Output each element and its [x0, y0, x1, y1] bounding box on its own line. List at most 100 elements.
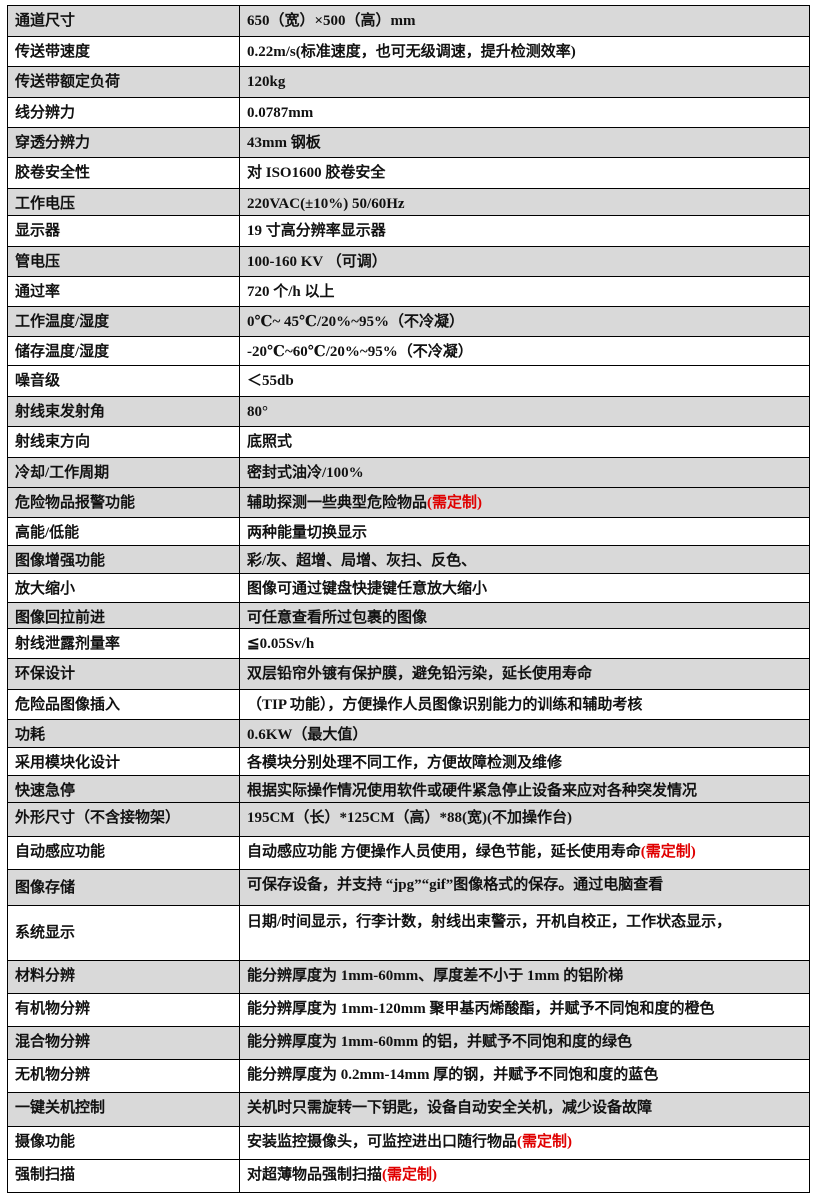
spec-table: 通道尺寸 650（宽）×500（高）mm 传送带速度 0.22m/s(标准速度，也可无… — [7, 5, 810, 1193]
spec-value: 日期/时间显示，行李计数，射线出束警示，开机自校正，工作状态显示， — [239, 905, 810, 961]
spec-value: 根据实际操作情况使用软件或硬件紧急停止设备来应对各种突发情况 — [239, 775, 810, 803]
spec-value-text: 80° — [247, 404, 268, 420]
spec-label: 功耗 — [7, 719, 240, 748]
spec-value-text: ＜55db — [247, 373, 294, 389]
spec-label: 摄像功能 — [7, 1126, 240, 1160]
spec-label: 自动感应功能 — [7, 836, 240, 870]
custom-order-note: (需定制) — [640, 844, 696, 860]
table-row: 通道尺寸 650（宽）×500（高）mm — [7, 5, 810, 37]
spec-value-text: 120kg — [247, 74, 286, 90]
spec-value-text: （TIP 功能），方便操作人员图像识别能力的训练和辅助考核 — [247, 697, 643, 713]
spec-value-text: 可保存设备，并支持 “jpg”“gif”图像格式的保存。通过电脑查看 — [247, 877, 664, 893]
spec-table-body: 通道尺寸 650（宽）×500（高）mm 传送带速度 0.22m/s(标准速度，也可无… — [7, 5, 810, 1193]
spec-value: 密封式油冷/100% — [239, 457, 810, 488]
spec-value: 0.6KW（最大值） — [239, 719, 810, 748]
spec-value: 19 寸高分辨率显示器 — [239, 215, 810, 247]
table-row: 摄像功能 安装监控摄像头，可监控进出口随行物品(需定制) — [7, 1126, 810, 1160]
spec-value-text: 两种能量切换显示 — [247, 525, 368, 541]
spec-label: 有机物分辨 — [7, 993, 240, 1027]
table-row: 放大缩小 图像可通过键盘快捷键任意放大缩小 — [7, 573, 810, 603]
spec-label: 危险品图像插入 — [7, 689, 240, 720]
spec-value-text: 日期/时间显示，行李计数，射线出束警示，开机自校正，工作状态显示， — [247, 914, 732, 930]
spec-value: 安装监控摄像头，可监控进出口随行物品(需定制) — [239, 1126, 810, 1160]
spec-value-text: 底照式 — [247, 434, 293, 450]
table-row: 传送带速度 0.22m/s(标准速度，也可无级调速，提升检测效率) — [7, 36, 810, 67]
spec-value: 195CM（长）*125CM（高）*88(宽)(不加操作台) — [239, 802, 810, 837]
spec-label: 放大缩小 — [7, 573, 240, 603]
spec-label: 传送带额定负荷 — [7, 66, 240, 98]
spec-value: -20℃~60℃/20%~95%（不冷凝） — [239, 336, 810, 366]
table-row: 线分辨力 0.0787mm — [7, 97, 810, 128]
spec-value: 0.0787mm — [239, 97, 810, 128]
spec-label: 快速急停 — [7, 775, 240, 803]
spec-value: 220VAC(±10%) 50/60Hz — [239, 188, 810, 216]
spec-value-text: 能分辨厚度为 1mm-60mm 的铝，并赋予不同饱和度的绿色 — [247, 1034, 632, 1050]
spec-label: 管电压 — [7, 246, 240, 277]
table-row: 图像增强功能 彩/灰、超增、局增、灰扫、反色、 — [7, 545, 810, 574]
spec-value: ＜55db — [239, 365, 810, 397]
spec-value-text: 0.0787mm — [247, 105, 314, 121]
spec-label: 采用模块化设计 — [7, 747, 240, 776]
table-row: 工作电压 220VAC(±10%) 50/60Hz — [7, 188, 810, 216]
table-row: 管电压 100-160 KV （可调） — [7, 246, 810, 277]
table-row: 射线束发射角 80° — [7, 396, 810, 427]
spec-value-text: 彩/灰、超增、局增、灰扫、反色、 — [247, 553, 477, 569]
spec-value: （TIP 功能），方便操作人员图像识别能力的训练和辅助考核 — [239, 689, 810, 720]
spec-value-text: 各模块分别处理不同工作，方便故障检测及维修 — [247, 755, 563, 771]
spec-value: 43mm 钢板 — [239, 127, 810, 158]
spec-label: 通道尺寸 — [7, 5, 240, 37]
spec-value-text: 安装监控摄像头，可监控进出口随行物品 — [247, 1134, 518, 1150]
spec-label: 强制扫描 — [7, 1159, 240, 1193]
table-row: 显示器 19 寸高分辨率显示器 — [7, 215, 810, 247]
table-row: 射线束方向 底照式 — [7, 426, 810, 458]
spec-value-text: 辅助探测一些典型危险物品 — [247, 495, 428, 511]
custom-order-note: (需定制) — [427, 495, 483, 511]
spec-label: 射线束发射角 — [7, 396, 240, 427]
spec-label: 通过率 — [7, 276, 240, 307]
custom-order-note: (需定制) — [517, 1134, 573, 1150]
spec-value: 辅助探测一些典型危险物品(需定制) — [239, 487, 810, 518]
table-row: 噪音级 ＜55db — [7, 365, 810, 397]
table-row: 一键关机控制 关机时只需旋转一下钥匙，设备自动安全关机，减少设备故障 — [7, 1092, 810, 1127]
spec-value: 可保存设备，并支持 “jpg”“gif”图像格式的保存。通过电脑查看 — [239, 869, 810, 906]
spec-value-text: 能分辨厚度为 1mm-60mm、厚度差不小于 1mm 的铝阶梯 — [247, 968, 624, 984]
table-row: 功耗 0.6KW（最大值） — [7, 719, 810, 748]
spec-value-text: 能分辨厚度为 1mm-120mm 聚甲基丙烯酸酯，并赋予不同饱和度的橙色 — [247, 1001, 715, 1017]
spec-label: 系统显示 — [7, 905, 240, 961]
table-row: 快速急停 根据实际操作情况使用软件或硬件紧急停止设备来应对各种突发情况 — [7, 775, 810, 803]
spec-value-text: 43mm 钢板 — [247, 135, 321, 151]
table-row: 混合物分辨 能分辨厚度为 1mm-60mm 的铝，并赋予不同饱和度的绿色 — [7, 1026, 810, 1060]
spec-value: 能分辨厚度为 1mm-60mm、厚度差不小于 1mm 的铝阶梯 — [239, 960, 810, 994]
table-row: 系统显示 日期/时间显示，行李计数，射线出束警示，开机自校正，工作状态显示， — [7, 905, 810, 961]
spec-label: 射线束方向 — [7, 426, 240, 458]
table-row: 无机物分辨 能分辨厚度为 0.2mm-14mm 厚的钢，并赋予不同饱和度的蓝色 — [7, 1059, 810, 1093]
spec-value-text: 自动感应功能 方便操作人员使用，绿色节能，延长使用寿命 — [247, 844, 641, 860]
spec-value-text: ≦0.05Sv/h — [247, 636, 315, 652]
spec-value-text: 对 ISO1600 胶卷安全 — [247, 165, 386, 181]
table-row: 材料分辨 能分辨厚度为 1mm-60mm、厚度差不小于 1mm 的铝阶梯 — [7, 960, 810, 994]
spec-value: 100-160 KV （可调） — [239, 246, 810, 277]
spec-label: 图像回拉前进 — [7, 602, 240, 629]
spec-label: 显示器 — [7, 215, 240, 247]
table-row: 环保设计 双层铅帘外镀有保护膜，避免铅污染，延长使用寿命 — [7, 658, 810, 690]
spec-label: 工作电压 — [7, 188, 240, 216]
spec-value-text: 关机时只需旋转一下钥匙，设备自动安全关机，减少设备故障 — [247, 1100, 653, 1116]
spec-value: 对 ISO1600 胶卷安全 — [239, 157, 810, 189]
spec-label: 一键关机控制 — [7, 1092, 240, 1127]
spec-label: 射线泄露剂量率 — [7, 628, 240, 659]
spec-value-text: 0.6KW（最大值） — [247, 727, 368, 743]
spec-label: 穿透分辨力 — [7, 127, 240, 158]
spec-value-text: 图像可通过键盘快捷键任意放大缩小 — [247, 581, 488, 597]
spec-label: 图像增强功能 — [7, 545, 240, 574]
table-row: 胶卷安全性对 ISO1600 胶卷安全 — [7, 157, 810, 189]
table-row: 射线泄露剂量率 ≦0.05Sv/h — [7, 628, 810, 659]
spec-label: 高能/低能 — [7, 517, 240, 546]
spec-value-text: 720 个/h 以上 — [247, 284, 335, 300]
spec-value: 650（宽）×500（高）mm — [239, 5, 810, 37]
custom-order-note: (需定制) — [382, 1167, 438, 1183]
table-row: 工作温度/湿度 0℃~ 45℃/20%~95%（不冷凝） — [7, 306, 810, 337]
table-row: 采用模块化设计 各模块分别处理不同工作，方便故障检测及维修 — [7, 747, 810, 776]
spec-label: 冷却/工作周期 — [7, 457, 240, 488]
spec-value: 0.22m/s(标准速度，也可无级调速，提升检测效率) — [239, 36, 810, 67]
table-row: 有机物分辨 能分辨厚度为 1mm-120mm 聚甲基丙烯酸酯，并赋予不同饱和度的橙… — [7, 993, 810, 1027]
